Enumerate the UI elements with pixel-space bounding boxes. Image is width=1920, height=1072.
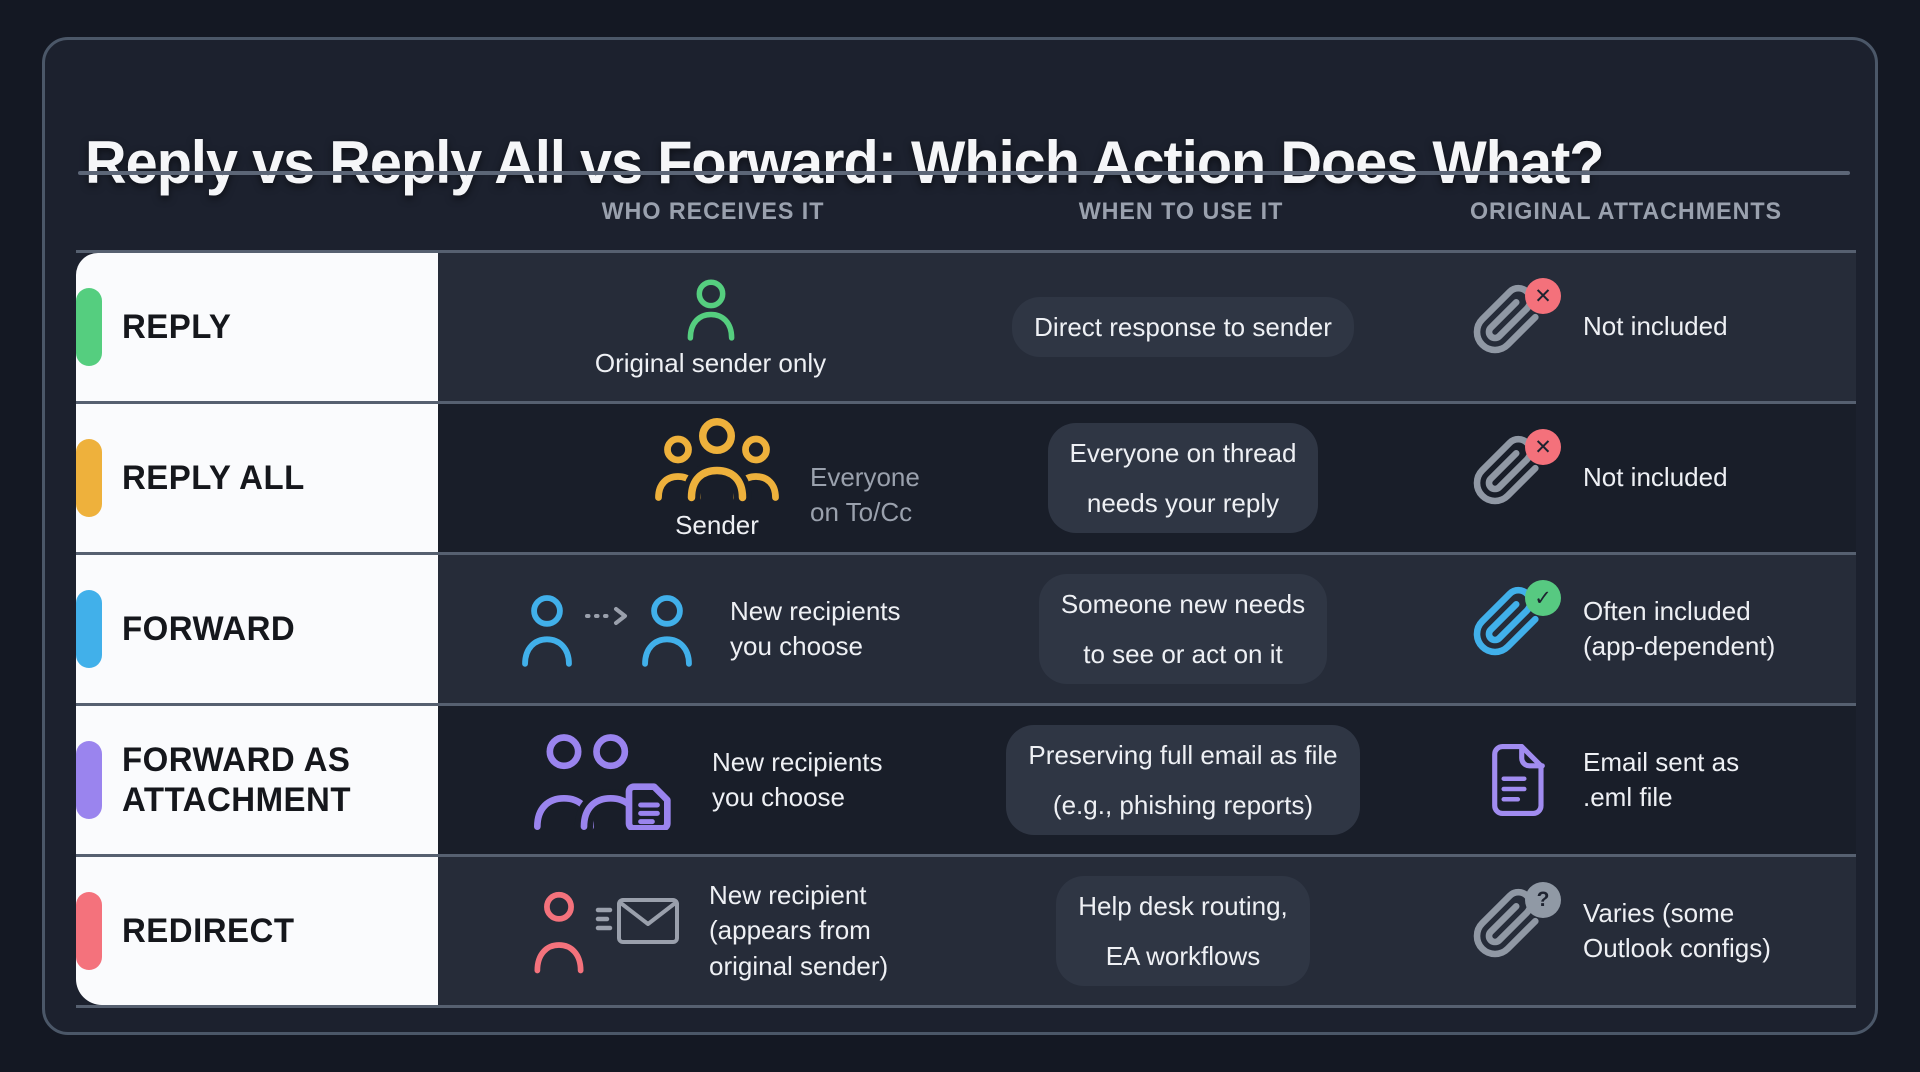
eml-file-icon [1471, 737, 1557, 823]
who-text: New recipients you choose [712, 746, 883, 812]
attachments-cell: ✕ Not included [1383, 253, 1856, 401]
who-receives-cell: New recipient (appears from original sen… [438, 857, 983, 1005]
table-row-reply: REPLY Original sender only Direct respon… [76, 250, 1856, 401]
when-pill: Everyone on thread needs your reply [1047, 423, 1319, 533]
row-label: FORWARD AS ATTACHMENT [122, 740, 351, 819]
when-pill: Preserving full email as file (e.g., phi… [1006, 725, 1360, 835]
x-badge: ✕ [1525, 278, 1561, 314]
comparison-table: REPLY Original sender only Direct respon… [76, 250, 1856, 1008]
check-badge: ✓ [1525, 580, 1561, 616]
row-label-cell: FORWARD [76, 555, 438, 703]
column-header-when-to-use-it: WHEN TO USE IT [1078, 198, 1284, 225]
row-label-cell: REPLY [76, 253, 438, 401]
accent-bar [76, 892, 102, 970]
persons-with-document-icon [524, 730, 684, 830]
title-divider [78, 171, 1850, 175]
accent-bar [76, 439, 102, 517]
row-label-cell: REPLY ALL [76, 404, 438, 552]
when-pill: Someone new needs to see or act on it [1038, 574, 1328, 684]
row-label: REDIRECT [122, 911, 295, 950]
when-to-use-cell: Direct response to sender [983, 253, 1383, 401]
attachments-text: Often included (app-dependent) [1583, 595, 1776, 661]
column-header-original-attachments: ORIGINAL ATTACHMENTS [1469, 198, 1783, 225]
table-row-redirect: REDIRECT [76, 854, 1856, 1005]
when-to-use-cell: Help desk routing, EA workflows [983, 857, 1383, 1005]
attachments-text: Email sent as .eml file [1583, 746, 1740, 812]
page-title: Reply vs Reply All vs Forward: Which Act… [85, 129, 1604, 197]
who-receives-cell: New recipients you choose [438, 706, 983, 854]
row-label: REPLY ALL [122, 458, 305, 497]
who-text: Original sender only [594, 347, 827, 378]
column-header-who-receives-it: WHO RECEIVES IT [601, 198, 825, 225]
person-icon [636, 591, 698, 667]
person-icon [531, 888, 587, 974]
when-pill: Direct response to sender [1012, 297, 1354, 357]
row-label: REPLY [122, 307, 232, 346]
who-text: New recipients you choose [730, 595, 901, 661]
row-label-cell: FORWARD AS ATTACHMENT [76, 706, 438, 854]
attachments-cell: ✓ Often included (app-dependent) [1383, 555, 1856, 703]
accent-bar [76, 590, 102, 668]
dotted-arrow-icon [584, 606, 630, 626]
person-icon [678, 276, 744, 342]
who-text: New recipient (appears from original sen… [709, 880, 889, 981]
attachments-cell: ? Varies (some Outlook configs) [1383, 857, 1856, 1005]
paperclip-question-icon: ? [1471, 882, 1561, 974]
attachments-cell: ✕ Not included [1383, 404, 1856, 552]
who-caption: Sender [675, 509, 759, 540]
x-badge: ✕ [1525, 429, 1561, 465]
person-icon [516, 591, 578, 667]
when-to-use-cell: Someone new needs to see or act on it [983, 555, 1383, 703]
who-receives-cell: New recipients you choose [438, 555, 983, 703]
row-label: FORWARD [122, 609, 296, 648]
paperclip-x-icon: ✕ [1471, 429, 1561, 521]
paperclip-x-icon: ✕ [1471, 278, 1561, 370]
who-receives-cell: Original sender only [438, 253, 983, 401]
paperclip-check-icon: ✓ [1471, 580, 1561, 672]
group-icon [654, 416, 780, 504]
attachments-text: Not included [1583, 462, 1728, 493]
who-receives-cell: Sender Everyone on To/Cc [438, 404, 983, 552]
accent-bar [76, 288, 102, 366]
question-badge: ? [1525, 882, 1561, 918]
row-label-cell: REDIRECT [76, 857, 438, 1005]
when-to-use-cell: Preserving full email as file (e.g., phi… [983, 706, 1383, 854]
table-row-forward: FORWARD [76, 552, 1856, 703]
attachments-text: Not included [1583, 311, 1728, 342]
table-row-forward-as-attachment: FORWARD AS ATTACHMENT [76, 703, 1856, 854]
when-pill: Help desk routing, EA workflows [1056, 876, 1310, 986]
accent-bar [76, 741, 102, 819]
attachments-text: Varies (some Outlook configs) [1583, 897, 1771, 963]
redirect-envelope-icon [595, 894, 683, 946]
when-to-use-cell: Everyone on thread needs your reply [983, 404, 1383, 552]
who-muted-text: Everyone on To/Cc [810, 461, 920, 527]
panel: Reply vs Reply All vs Forward: Which Act… [42, 37, 1878, 1035]
table-row-reply-all: REPLY ALL [76, 401, 1856, 552]
attachments-cell: Email sent as .eml file [1383, 706, 1856, 854]
